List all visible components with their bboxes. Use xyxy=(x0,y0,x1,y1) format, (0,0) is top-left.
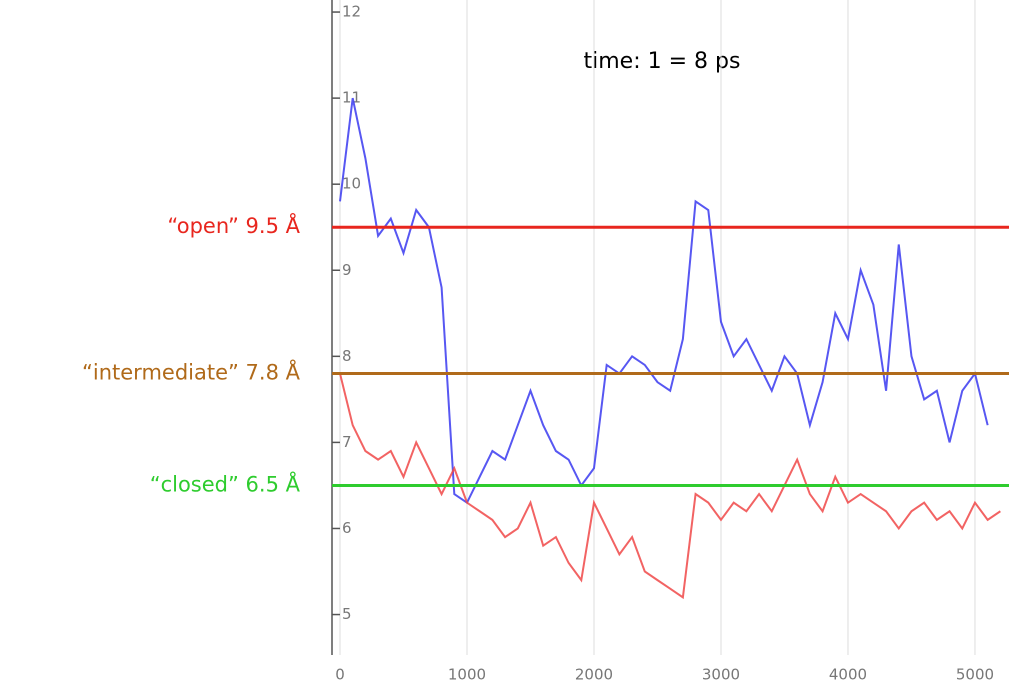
y-tick-label: 10 xyxy=(342,175,361,193)
x-tick-label: 3000 xyxy=(702,666,740,684)
y-tick-label: 5 xyxy=(342,605,352,623)
y-tick-label: 11 xyxy=(342,89,361,107)
series-line xyxy=(339,97,989,505)
reference-label: “closed” 6.5 Å xyxy=(150,470,301,496)
y-tick-label: 6 xyxy=(342,519,352,537)
series-line xyxy=(339,373,1001,600)
annotation: time: 1 = 8 ps xyxy=(584,49,741,74)
x-tick-label: 5000 xyxy=(956,666,994,684)
y-tick-label: 12 xyxy=(342,3,361,21)
x-tick-label: 2000 xyxy=(575,666,613,684)
x-tick-label: 0 xyxy=(335,666,345,684)
y-tick-label: 7 xyxy=(342,433,352,451)
x-tick-label: 1000 xyxy=(448,666,486,684)
y-tick-label: 8 xyxy=(342,347,352,365)
x-tick-label: 4000 xyxy=(829,666,867,684)
reference-label: “intermediate” 7.8 Å xyxy=(82,359,301,385)
reference-label: “open” 9.5 Å xyxy=(167,212,300,238)
y-tick-label: 9 xyxy=(342,261,352,279)
